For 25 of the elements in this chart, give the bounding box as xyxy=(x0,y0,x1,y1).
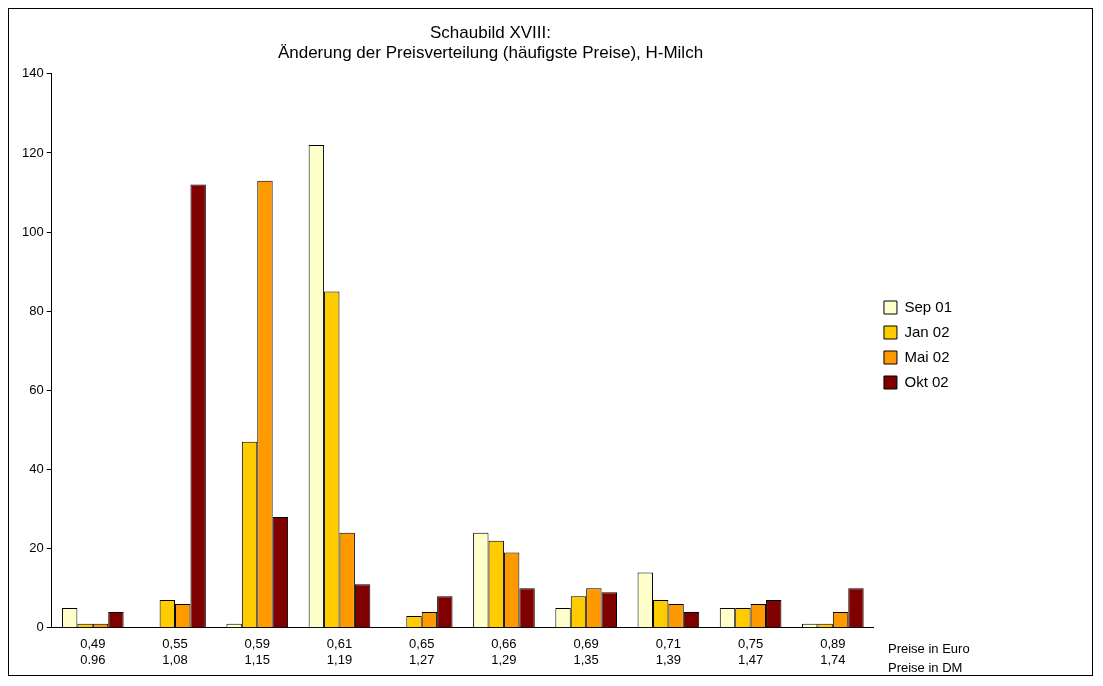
x-tick-label: 0,66 1,29 xyxy=(491,636,517,667)
y-tick-label: 100 xyxy=(21,223,44,239)
x-tick-label: 0,49 0.96 xyxy=(80,636,106,667)
y-tick-label: 80 xyxy=(29,302,44,318)
x-tick-label: 0,89 1,74 xyxy=(820,636,846,667)
text: Preise in DM xyxy=(887,660,963,676)
text: Preise in Euro xyxy=(887,641,970,657)
y-tick-label: 120 xyxy=(21,144,44,160)
x-tick-label: 0,71 1,39 xyxy=(655,636,682,667)
legend-label: Sep 01 xyxy=(904,297,953,315)
chart-title: Schaubild XVIII: Änderung der Preisverteilung (häufigste Preise), H-Milch xyxy=(277,22,704,63)
x-tick-label: 0,61 1,19 xyxy=(326,636,353,667)
y-tick-label: 20 xyxy=(29,540,44,556)
x-tick-label: 0,75 1,47 xyxy=(737,636,764,667)
y-tick-label: 0 xyxy=(36,619,44,635)
x-tick-label: 0,55 1,08 xyxy=(162,636,188,667)
x-tick-label: 0,69 1,35 xyxy=(573,636,599,667)
y-tick-label: 60 xyxy=(29,381,44,397)
x-tick-label: 0,65 1,27 xyxy=(409,636,435,667)
y-tick-label: 140 xyxy=(21,65,44,81)
x-tick-label: 0,59 1,15 xyxy=(244,636,270,667)
legend-label: Jan 02 xyxy=(904,322,950,340)
legend-label: Okt 02 xyxy=(904,372,949,390)
y-tick-label: 40 xyxy=(29,461,44,477)
legend-label: Mai 02 xyxy=(904,347,950,365)
